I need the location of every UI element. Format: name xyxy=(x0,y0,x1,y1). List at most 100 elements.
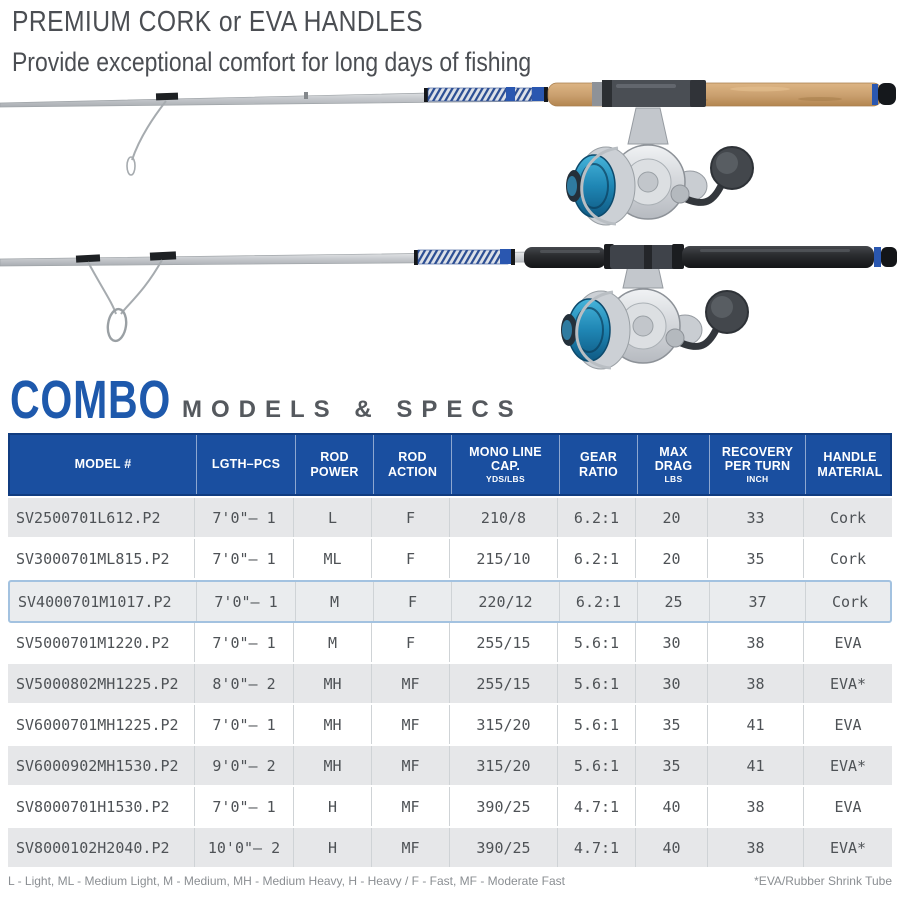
table-cell: Cork xyxy=(829,549,867,568)
section-title-combo: COMBO xyxy=(10,369,172,430)
table-cell: 41 xyxy=(708,746,804,785)
column-header: GEAR RATIO xyxy=(560,435,638,494)
table-cell: 5.6:1 xyxy=(558,623,636,662)
table-cell: SV4000701M1017.P2 xyxy=(10,582,197,621)
column-header: MONO LINE CAP. YDS/LBS xyxy=(452,435,560,494)
blue-thread-wrap xyxy=(424,87,548,102)
table-cell: 10'0"– 2 xyxy=(195,828,294,867)
table-cell: Cork xyxy=(831,592,869,611)
table-cell: 215/10 xyxy=(450,539,558,578)
table-row: SV6000701MH1225.P2 7'0"– 1 MH MF 315/20 5.6:1… xyxy=(8,705,892,746)
column-header: HANDLE MATERIAL xyxy=(806,435,894,494)
table-cell: 40 xyxy=(636,787,708,826)
table-cell: 6.2:1 xyxy=(560,582,638,621)
column-header-label: ROD ACTION xyxy=(387,450,438,479)
table-row: SV5000802MH1225.P2 8'0"– 2 MH MF 255/15 5.6:1… xyxy=(8,664,892,705)
table-cell: 35 xyxy=(708,539,804,578)
column-header: ROD POWER xyxy=(296,435,374,494)
column-header: ROD ACTION xyxy=(374,435,452,494)
eva-rod-combo xyxy=(0,244,897,369)
spec-table: MODEL # LGTH–PCS ROD POWER ROD ACTION MONO L… xyxy=(8,433,892,869)
table-cell: 7'0"– 1 xyxy=(195,539,294,578)
table-cell: 40 xyxy=(636,828,708,867)
table-cell: SV5000802MH1225.P2 xyxy=(8,664,195,703)
column-header-label: ROD POWER xyxy=(310,450,359,479)
table-cell: EVA* xyxy=(829,674,867,693)
column-header-label: LGTH–PCS xyxy=(211,457,281,472)
table-cell: M xyxy=(294,623,372,662)
column-header-label: MODEL # xyxy=(74,457,132,472)
table-cell: MF xyxy=(372,746,450,785)
table-cell: 38 xyxy=(708,623,804,662)
table-cell: 6.2:1 xyxy=(558,539,636,578)
reel-seat xyxy=(592,80,706,107)
table-cell: 38 xyxy=(708,787,804,826)
line-guide-icon xyxy=(75,251,177,343)
table-cell: 6.2:1 xyxy=(558,498,636,537)
table-cell: EVA xyxy=(834,715,862,734)
rod-combos-illustration xyxy=(0,80,897,372)
table-row: SV3000701ML815.P2 7'0"– 1 ML F 215/10 6.2:1 20… xyxy=(8,539,892,580)
table-cell: SV8000701H1530.P2 xyxy=(8,787,195,826)
table-cell: 5.6:1 xyxy=(558,746,636,785)
table-cell: 390/25 xyxy=(450,787,558,826)
spinning-reel-icon xyxy=(561,252,748,369)
table-cell: Cork xyxy=(829,508,867,527)
column-header-label: MONO LINE CAP. xyxy=(469,444,542,473)
column-header-label: GEAR RATIO xyxy=(579,450,618,479)
table-cell: EVA xyxy=(834,633,862,652)
column-header: MAX DRAG LBS xyxy=(638,435,710,494)
table-cell: MH xyxy=(294,705,372,744)
eva-handle xyxy=(524,244,897,269)
table-row: SV8000701H1530.P2 7'0"– 1 H MF 390/25 4.7:1 40… xyxy=(8,787,892,828)
table-cell: H xyxy=(294,787,372,826)
power-action-legend: L - Light, ML - Medium Light, M - Medium… xyxy=(8,874,566,888)
table-cell: 35 xyxy=(636,705,708,744)
table-cell: SV5000701M1220.P2 xyxy=(8,623,195,662)
table-cell: MF xyxy=(372,664,450,703)
column-header: MODEL # xyxy=(10,435,197,494)
butt-cap xyxy=(872,83,896,105)
blue-thread-wrap xyxy=(414,249,515,265)
table-cell: 20 xyxy=(636,539,708,578)
section-title: COMBO MODELS & SPECS xyxy=(10,366,523,430)
table-body: SV2500701L612.P2 7'0"– 1 L F 210/8 6.2:1 20 33 C… xyxy=(8,498,892,869)
table-cell: 20 xyxy=(636,498,708,537)
table-cell: M xyxy=(296,582,374,621)
table-row: SV8000102H2040.P2 10'0"– 2 H MF 390/25 4.7:1 4… xyxy=(8,828,892,869)
footnotes: L - Light, ML - Medium Light, M - Medium… xyxy=(8,874,892,888)
table-cell: 210/8 xyxy=(450,498,558,537)
table-row: SV5000701M1220.P2 7'0"– 1 M F 255/15 5.6:1 30 3… xyxy=(8,623,892,664)
table-cell: 35 xyxy=(636,746,708,785)
section-title-models-specs: MODELS & SPECS xyxy=(181,396,523,423)
column-header: RECOVERY PER TURN INCH xyxy=(710,435,806,494)
column-header-label: HANDLE MATERIAL xyxy=(817,450,883,479)
table-cell: MF xyxy=(372,705,450,744)
table-cell: 4.7:1 xyxy=(558,828,636,867)
column-header: LGTH–PCS xyxy=(197,435,296,494)
table-cell: 30 xyxy=(636,623,708,662)
table-cell: F xyxy=(374,582,452,621)
table-cell: 25 xyxy=(638,582,710,621)
table-cell: SV3000701ML815.P2 xyxy=(8,539,195,578)
table-cell: F xyxy=(372,498,450,537)
table-cell: 38 xyxy=(708,828,804,867)
eva-footnote: *EVA/Rubber Shrink Tube xyxy=(754,874,892,888)
table-cell: 9'0"– 2 xyxy=(195,746,294,785)
table-row: SV2500701L612.P2 7'0"– 1 L F 210/8 6.2:1 20 33 C… xyxy=(8,498,892,539)
table-cell: MH xyxy=(294,746,372,785)
table-cell: 7'0"– 1 xyxy=(195,498,294,537)
table-cell: L xyxy=(294,498,372,537)
table-cell: F xyxy=(372,623,450,662)
table-cell: 315/20 xyxy=(450,746,558,785)
table-cell: SV6000701MH1225.P2 xyxy=(8,705,195,744)
table-cell: 8'0"– 2 xyxy=(195,664,294,703)
table-cell: 30 xyxy=(636,664,708,703)
table-cell: 255/15 xyxy=(450,623,558,662)
table-cell: MF xyxy=(372,828,450,867)
table-cell: 7'0"– 1 xyxy=(197,582,296,621)
column-header-label: RECOVERY PER TURN xyxy=(721,444,794,473)
table-cell: 7'0"– 1 xyxy=(195,787,294,826)
table-cell: EVA xyxy=(834,797,862,816)
